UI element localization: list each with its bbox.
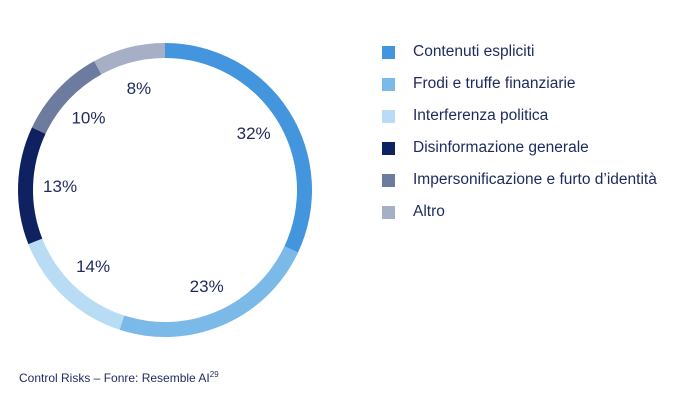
slice-label-altro: 8% [127, 79, 152, 98]
legend-label: Interferenza politica [413, 107, 549, 124]
legend-label: Frodi e truffe finanziarie [413, 75, 576, 92]
legend-item-altro: Altro [382, 196, 657, 228]
source-text: Control Risks – Fonre: Resemble AI [19, 371, 210, 385]
legend-item-frodi-finanziarie: Frodi e truffe finanziarie [382, 68, 657, 100]
slice-impersonificazione [31, 61, 102, 134]
legend-swatch [382, 45, 395, 59]
legend-label: Contenuti espliciti [413, 43, 535, 60]
legend-label: Disinformazione generale [413, 139, 589, 156]
slice-frodi-finanziarie [119, 246, 299, 337]
slice-label-frodi-finanziarie: 23% [190, 277, 224, 296]
legend-swatch [382, 77, 395, 91]
legend-swatch [382, 173, 395, 187]
legend-item-contenuti-espliciti: Contenuti espliciti [382, 36, 657, 68]
slice-label-interferenza-politica: 14% [76, 257, 110, 276]
chart-legend: Contenuti espliciti Frodi e truffe finanz… [382, 36, 657, 228]
legend-swatch [382, 109, 395, 123]
donut-chart: 32% 23% 14% 13% 10% 8% [18, 43, 312, 337]
legend-item-interferenza-politica: Interferenza politica [382, 100, 657, 132]
source-footnote: 29 [209, 370, 219, 379]
slice-interferenza-politica [28, 238, 125, 330]
slice-disinformazione-generale [18, 127, 46, 245]
slice-label-contenuti-espliciti: 32% [237, 124, 271, 143]
slice-label-impersonificazione: 10% [71, 109, 105, 128]
legend-item-impersonificazione: Impersonificazione e furto d’identità [382, 164, 657, 196]
legend-label: Altro [413, 203, 445, 220]
slice-contenuti-espliciti [165, 43, 312, 253]
legend-label: Impersonificazione e furto d’identità [413, 171, 657, 188]
legend-swatch [382, 205, 395, 219]
legend-swatch [382, 141, 395, 155]
legend-item-disinformazione-generale: Disinformazione generale [382, 132, 657, 164]
source-note: Control Risks – Fonre: Resemble AI29 [19, 370, 219, 385]
slice-label-disinformazione-generale: 13% [43, 177, 77, 196]
slice-altro [94, 43, 165, 75]
